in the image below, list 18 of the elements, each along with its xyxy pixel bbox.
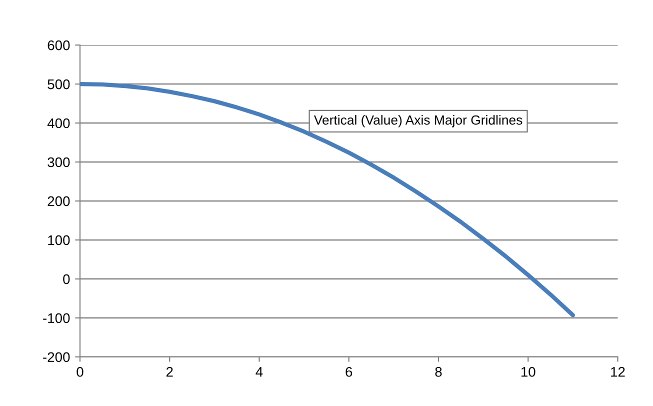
y-tick-label: 200 [48, 196, 70, 206]
x-tick-label: 12 [611, 366, 625, 377]
y-tick-label: -200 [43, 352, 70, 362]
line-series [80, 82, 576, 318]
y-tick-label: 400 [47, 118, 70, 128]
x-tick-label: 0 [76, 366, 84, 377]
y-tick-label: -100 [43, 313, 70, 324]
y-tick-label: 0 [63, 274, 70, 284]
x-tick-label: 6 [346, 366, 352, 377]
y-tick-label: 600 [48, 40, 70, 50]
y-tick-label: 500 [48, 79, 70, 90]
annotation: Vertical (Value) Axis Major Gridlines [314, 115, 522, 128]
x-tick-label: 2 [166, 366, 173, 377]
x-tick-label: 4 [256, 367, 263, 377]
y-tick-label: 100 [48, 235, 70, 246]
y-tick-label: 300 [48, 157, 70, 168]
x-tick-label: 8 [435, 366, 442, 377]
x-tick-label: 10 [521, 366, 536, 377]
